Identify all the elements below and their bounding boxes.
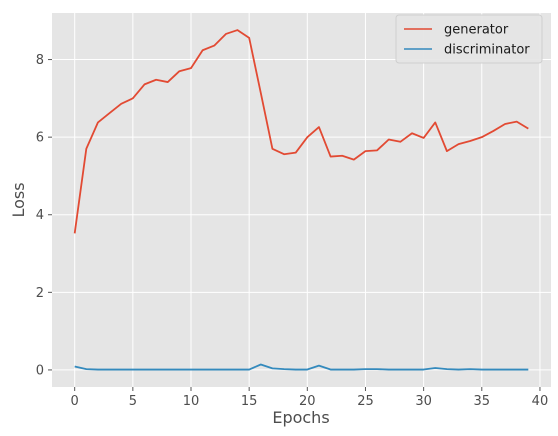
x-tick-label: 20 [299, 394, 316, 409]
y-axis-ticks: 0 2 4 6 8 [36, 53, 52, 378]
x-tick-label: 5 [129, 394, 137, 409]
y-tick-label: 0 [36, 363, 44, 378]
plot-area [52, 13, 551, 387]
y-tick-label: 6 [36, 131, 44, 146]
x-tick-label: 15 [241, 394, 258, 409]
series-line-discriminator [74, 363, 529, 371]
legend-label-discriminator: discriminator [444, 43, 530, 58]
legend: generator discriminator [395, 14, 543, 64]
x-tick-label: 30 [415, 394, 432, 409]
y-tick-label: 4 [36, 208, 44, 223]
y-axis-label: Loss [9, 182, 28, 217]
x-tick-label: 40 [532, 394, 549, 409]
series-line-generator [73, 29, 529, 234]
x-tick-label: 10 [183, 394, 200, 409]
x-tick-label: 0 [71, 394, 79, 409]
series-lines [73, 29, 529, 371]
x-axis-ticks: 0 5 10 15 20 25 30 35 40 [71, 387, 549, 409]
y-tick-label: 2 [36, 286, 44, 301]
y-tick-label: 8 [36, 53, 44, 68]
x-axis-label: Epochs [272, 408, 329, 427]
legend-label-generator: generator [444, 23, 509, 38]
x-tick-label: 25 [357, 394, 374, 409]
legend-box [395, 14, 543, 64]
x-tick-label: 35 [474, 394, 491, 409]
